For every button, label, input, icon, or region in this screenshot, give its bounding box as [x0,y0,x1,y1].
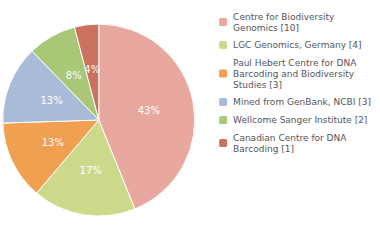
svg-text:Mined from GenBank, NCBI [3]: Mined from GenBank, NCBI [3] [233,97,371,107]
svg-text:8%: 8% [66,70,82,81]
svg-text:Centre for Biodiversity: Centre for Biodiversity [233,12,335,22]
svg-text:LGC Genomics, Germany [4]: LGC Genomics, Germany [4] [233,40,361,50]
svg-text:Wellcome Sanger Institute [2]: Wellcome Sanger Institute [2] [233,115,367,125]
svg-text:17%: 17% [80,165,102,176]
svg-text:4%: 4% [84,64,100,75]
svg-text:Paul Hebert Centre for DNA: Paul Hebert Centre for DNA [233,58,357,68]
svg-text:Barcoding [1]: Barcoding [1] [233,144,294,154]
svg-text:Genomics [10]: Genomics [10] [233,23,299,33]
svg-text:Studies [3]: Studies [3] [233,80,282,90]
svg-text:43%: 43% [138,105,160,116]
svg-text:13%: 13% [40,95,62,106]
svg-text:13%: 13% [42,137,64,148]
svg-text:Barcoding and Biodiversity: Barcoding and Biodiversity [233,69,355,79]
svg-text:Canadian Centre for DNA: Canadian Centre for DNA [233,133,347,143]
